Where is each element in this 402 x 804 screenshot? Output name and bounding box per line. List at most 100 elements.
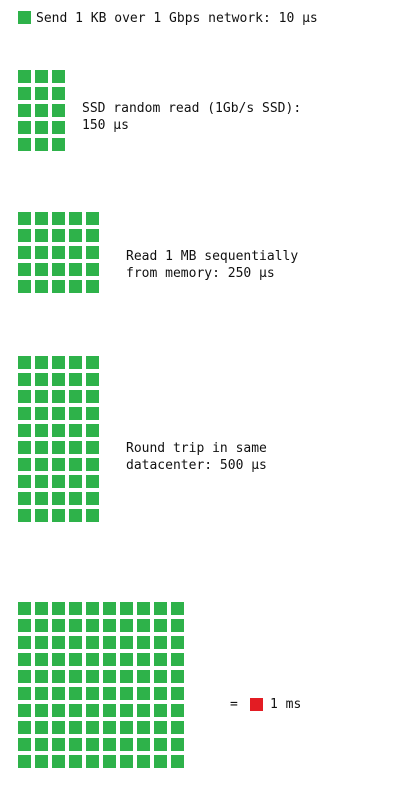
millisecond-square bbox=[103, 670, 116, 683]
datacenter-square bbox=[52, 458, 65, 471]
datacenter-square bbox=[18, 475, 31, 488]
datacenter-square bbox=[52, 424, 65, 437]
millisecond-square bbox=[86, 619, 99, 632]
memory-label: Read 1 MB sequentially from memory: 250 … bbox=[126, 248, 298, 282]
millisecond-square bbox=[18, 721, 31, 734]
millisecond-square bbox=[35, 721, 48, 734]
millisecond-square bbox=[69, 738, 82, 751]
datacenter-square bbox=[69, 407, 82, 420]
millisecond-square bbox=[86, 602, 99, 615]
datacenter-square bbox=[52, 407, 65, 420]
millisecond-square bbox=[18, 653, 31, 666]
millisecond-square bbox=[137, 704, 150, 717]
memory-square bbox=[69, 280, 82, 293]
ssd-label: SSD random read (1Gb/s SSD): 150 µs bbox=[82, 100, 301, 134]
network-label: Send 1 KB over 1 Gbps network: 10 µs bbox=[36, 10, 318, 27]
millisecond-square bbox=[120, 687, 133, 700]
datacenter-square bbox=[86, 509, 99, 522]
ssd-square bbox=[18, 121, 31, 134]
millisecond-square bbox=[103, 755, 116, 768]
memory-square bbox=[52, 246, 65, 259]
datacenter-square bbox=[69, 509, 82, 522]
memory-square bbox=[52, 280, 65, 293]
datacenter-square bbox=[69, 424, 82, 437]
ssd-square bbox=[52, 138, 65, 151]
datacenter-square bbox=[18, 373, 31, 386]
millisecond-square bbox=[137, 619, 150, 632]
millisecond-square bbox=[86, 704, 99, 717]
millisecond-square bbox=[137, 687, 150, 700]
millisecond-square bbox=[52, 619, 65, 632]
millisecond-square bbox=[69, 704, 82, 717]
millisecond-square bbox=[86, 721, 99, 734]
datacenter-square bbox=[35, 356, 48, 369]
datacenter-square bbox=[35, 458, 48, 471]
millisecond-square bbox=[69, 619, 82, 632]
millisecond-label: 1 ms bbox=[270, 697, 302, 712]
millisecond-square bbox=[35, 738, 48, 751]
millisecond-square bbox=[86, 653, 99, 666]
millisecond-square bbox=[154, 602, 167, 615]
memory-square bbox=[35, 280, 48, 293]
memory-square bbox=[52, 229, 65, 242]
millisecond-square bbox=[52, 653, 65, 666]
millisecond-square bbox=[18, 755, 31, 768]
memory-square bbox=[35, 229, 48, 242]
millisecond-square bbox=[137, 653, 150, 666]
memory-label-line: Read 1 MB sequentially bbox=[126, 249, 299, 264]
millisecond-square bbox=[120, 755, 133, 768]
memory-square bbox=[52, 212, 65, 225]
millisecond-square bbox=[18, 687, 31, 700]
millisecond-square bbox=[154, 738, 167, 751]
millisecond-square bbox=[171, 653, 184, 666]
datacenter-square bbox=[18, 492, 31, 505]
millisecond-square bbox=[35, 687, 48, 700]
ssd-label-line: SSD random read (1Gb/s SSD): bbox=[82, 101, 302, 116]
millisecond-square bbox=[171, 619, 184, 632]
ssd-square bbox=[35, 87, 48, 100]
datacenter-square bbox=[35, 424, 48, 437]
datacenter-square bbox=[86, 458, 99, 471]
datacenter-label: Round trip in same datacenter: 500 µs bbox=[126, 440, 267, 474]
datacenter-square bbox=[35, 475, 48, 488]
millisecond-square bbox=[120, 670, 133, 683]
millisecond-square bbox=[35, 653, 48, 666]
datacenter-square bbox=[86, 492, 99, 505]
millisecond-square bbox=[86, 755, 99, 768]
ssd-square bbox=[35, 121, 48, 134]
millisecond-square bbox=[52, 738, 65, 751]
millisecond-square bbox=[120, 704, 133, 717]
millisecond-square bbox=[154, 653, 167, 666]
datacenter-square bbox=[35, 509, 48, 522]
millisecond-square bbox=[69, 721, 82, 734]
millisecond-square bbox=[52, 687, 65, 700]
millisecond-square bbox=[18, 704, 31, 717]
network-square bbox=[18, 11, 31, 24]
memory-label-line: from memory: 250 µs bbox=[126, 266, 275, 281]
millisecond-square bbox=[171, 636, 184, 649]
memory-square bbox=[69, 229, 82, 242]
millisecond-square bbox=[171, 670, 184, 683]
ssd-square bbox=[52, 87, 65, 100]
millisecond-square bbox=[171, 687, 184, 700]
datacenter-square bbox=[86, 441, 99, 454]
ssd-label-line: 150 µs bbox=[82, 118, 129, 133]
millisecond-square bbox=[69, 687, 82, 700]
millisecond-square bbox=[103, 619, 116, 632]
millisecond-square bbox=[137, 738, 150, 751]
millisecond-square bbox=[52, 755, 65, 768]
millisecond-square bbox=[137, 670, 150, 683]
datacenter-square bbox=[35, 390, 48, 403]
millisecond-square bbox=[154, 755, 167, 768]
datacenter-square bbox=[86, 356, 99, 369]
memory-square bbox=[18, 229, 31, 242]
millisecond-square bbox=[35, 602, 48, 615]
millisecond-square bbox=[52, 704, 65, 717]
datacenter-square bbox=[35, 407, 48, 420]
millisecond-square bbox=[18, 619, 31, 632]
millisecond-square bbox=[120, 602, 133, 615]
millisecond-square bbox=[154, 721, 167, 734]
datacenter-square bbox=[69, 390, 82, 403]
millisecond-square bbox=[120, 653, 133, 666]
millisecond-square bbox=[52, 721, 65, 734]
